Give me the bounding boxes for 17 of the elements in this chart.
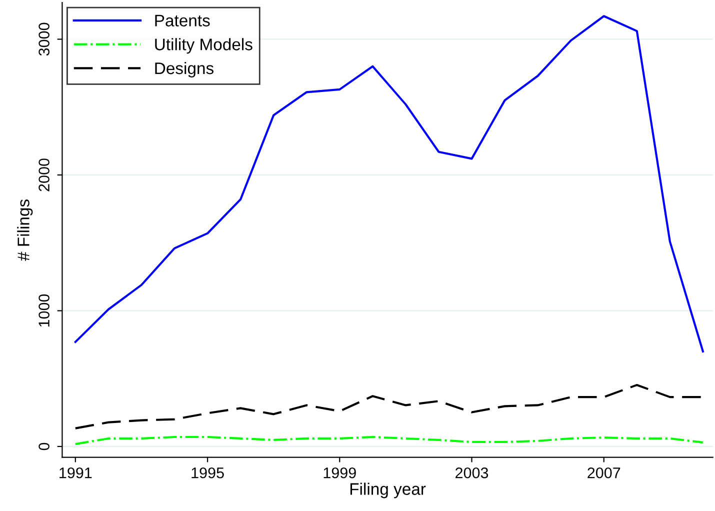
- y-tick-label: 0: [38, 442, 50, 450]
- y-tick-label: 3000: [38, 22, 50, 56]
- x-tick-label: 1999: [324, 467, 356, 478]
- x-axis-title: Filing year: [350, 482, 426, 498]
- line-series: [74, 436, 704, 446]
- legend-label: Patents: [155, 14, 210, 26]
- x-tick-label: 2003: [456, 467, 488, 478]
- x-tick-label: 1991: [60, 467, 92, 478]
- y-tick-label: 2000: [38, 158, 50, 192]
- y-axis-title: # Filings: [17, 200, 33, 261]
- line-series: [74, 384, 704, 430]
- y-tick-label: 1000: [38, 294, 50, 327]
- legend-label: Designs: [155, 62, 214, 78]
- x-tick-label: 2007: [588, 467, 620, 478]
- x-tick-label: 1995: [192, 467, 224, 478]
- legend-label: Utility Models: [155, 38, 252, 54]
- line-series: [74, 15, 704, 352]
